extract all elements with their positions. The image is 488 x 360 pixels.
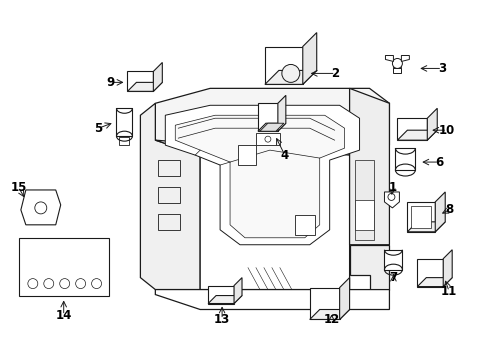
Polygon shape: [354, 160, 374, 240]
Text: 7: 7: [388, 271, 397, 284]
Polygon shape: [140, 103, 200, 289]
Polygon shape: [349, 88, 388, 245]
Text: 4: 4: [280, 149, 288, 162]
Polygon shape: [155, 289, 388, 310]
Polygon shape: [442, 250, 451, 287]
Polygon shape: [407, 202, 434, 232]
Polygon shape: [416, 278, 451, 287]
Circle shape: [60, 279, 69, 289]
Bar: [158, 160, 180, 176]
Bar: [119, 137, 129, 145]
Polygon shape: [21, 190, 61, 225]
Text: 14: 14: [56, 309, 72, 322]
Bar: [294, 215, 314, 235]
Bar: [158, 187, 180, 203]
Polygon shape: [384, 192, 399, 208]
Polygon shape: [434, 192, 444, 232]
Bar: [158, 214, 180, 230]
Polygon shape: [393, 68, 401, 73]
Text: 15: 15: [11, 181, 27, 194]
Polygon shape: [302, 32, 316, 84]
Circle shape: [35, 202, 47, 214]
Polygon shape: [397, 118, 427, 140]
Text: 6: 6: [434, 156, 443, 168]
Text: 13: 13: [214, 313, 230, 326]
Text: 9: 9: [106, 76, 114, 89]
Circle shape: [281, 64, 299, 82]
Text: 11: 11: [440, 285, 456, 298]
Text: 10: 10: [438, 124, 454, 137]
Polygon shape: [155, 88, 388, 155]
Bar: [116, 108, 132, 136]
Text: 1: 1: [387, 181, 396, 194]
Circle shape: [264, 136, 270, 142]
Polygon shape: [385, 55, 393, 62]
Text: 3: 3: [437, 62, 446, 75]
Polygon shape: [416, 259, 442, 287]
Circle shape: [28, 279, 38, 289]
Polygon shape: [407, 222, 444, 232]
Text: 8: 8: [444, 203, 452, 216]
Circle shape: [392, 58, 402, 68]
Polygon shape: [264, 46, 302, 84]
Circle shape: [44, 279, 54, 289]
Bar: [238, 145, 255, 165]
Polygon shape: [258, 103, 277, 131]
Polygon shape: [277, 95, 285, 131]
Polygon shape: [349, 245, 388, 289]
Polygon shape: [260, 123, 283, 131]
Polygon shape: [258, 123, 285, 131]
Bar: [384, 250, 402, 270]
Polygon shape: [208, 296, 242, 303]
Polygon shape: [234, 278, 242, 303]
Polygon shape: [127, 71, 153, 91]
Text: 2: 2: [331, 67, 339, 80]
Text: 12: 12: [323, 313, 339, 326]
Polygon shape: [427, 108, 436, 140]
Bar: [19, 238, 108, 296]
Polygon shape: [264, 71, 316, 84]
Polygon shape: [354, 200, 374, 230]
Circle shape: [387, 193, 394, 201]
Polygon shape: [208, 285, 234, 303]
Polygon shape: [397, 130, 436, 140]
Polygon shape: [165, 105, 359, 245]
Polygon shape: [175, 115, 344, 238]
Polygon shape: [153, 62, 162, 91]
Bar: [410, 206, 430, 228]
Bar: [395, 148, 414, 170]
Polygon shape: [127, 82, 162, 91]
Polygon shape: [339, 278, 349, 319]
Circle shape: [76, 279, 85, 289]
Polygon shape: [309, 288, 339, 319]
Polygon shape: [309, 310, 349, 319]
Polygon shape: [401, 55, 408, 62]
Circle shape: [91, 279, 102, 289]
Text: 5: 5: [94, 122, 102, 135]
Polygon shape: [155, 140, 349, 289]
Polygon shape: [255, 133, 279, 145]
